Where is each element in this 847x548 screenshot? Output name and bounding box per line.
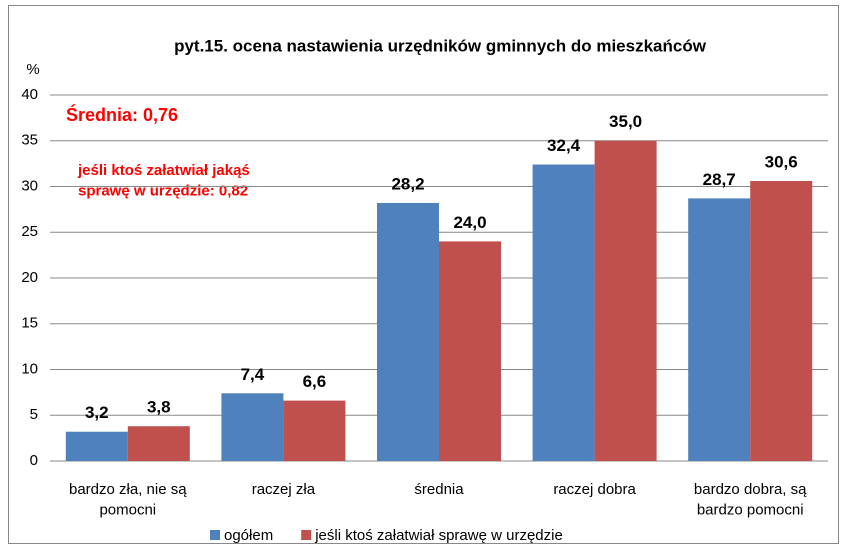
bar (127, 426, 190, 461)
legend-swatch (210, 530, 220, 540)
y-tick-label: 15 (21, 315, 38, 332)
x-tick-label: raczej zła (252, 481, 316, 498)
annotation: Średnia: 0,76 (66, 104, 178, 125)
legend-label: jeśli ktoś załatwiał sprawę w urzędzie (314, 527, 563, 544)
y-tick-label: 10 (21, 360, 38, 377)
y-tick-label: 5 (30, 406, 38, 423)
bar (283, 400, 346, 461)
y-axis-label: % (26, 61, 39, 78)
y-tick-label: 20 (21, 269, 38, 286)
legend-label: ogółem (224, 527, 273, 544)
y-tick-label: 40 (21, 86, 38, 103)
value-label: 7,4 (241, 365, 265, 384)
value-label: 35,0 (609, 112, 642, 131)
bar (750, 181, 813, 461)
x-tick-label: bardzo dobra, są bardzo pomocni (694, 481, 807, 518)
x-tick-label: raczej dobra (553, 481, 636, 498)
bar (221, 393, 284, 461)
y-tick-label: 35 (21, 132, 38, 149)
x-tick-label: średnia (414, 481, 464, 498)
bar (377, 202, 439, 461)
bar (439, 241, 501, 461)
value-label: 6,6 (303, 372, 327, 391)
value-label: 28,7 (703, 170, 736, 189)
value-label: 32,4 (547, 136, 581, 155)
x-tick-label: bardzo zła, nie są pomocni (69, 481, 187, 518)
y-tick-label: 25 (21, 223, 38, 240)
value-label: 30,6 (765, 152, 798, 171)
bar (65, 431, 128, 461)
bar (688, 198, 751, 461)
value-label: 3,2 (85, 403, 109, 422)
legend-swatch (301, 530, 312, 540)
value-label: 3,8 (147, 398, 171, 417)
y-tick-label: 0 (30, 452, 38, 469)
bar (594, 140, 657, 461)
y-tick-label: 30 (21, 177, 38, 194)
bar (532, 164, 595, 462)
value-label: 28,2 (391, 174, 424, 193)
value-label: 24,0 (453, 213, 486, 232)
chart-title: pyt.15. ocena nastawienia urzędników gmi… (174, 36, 707, 55)
